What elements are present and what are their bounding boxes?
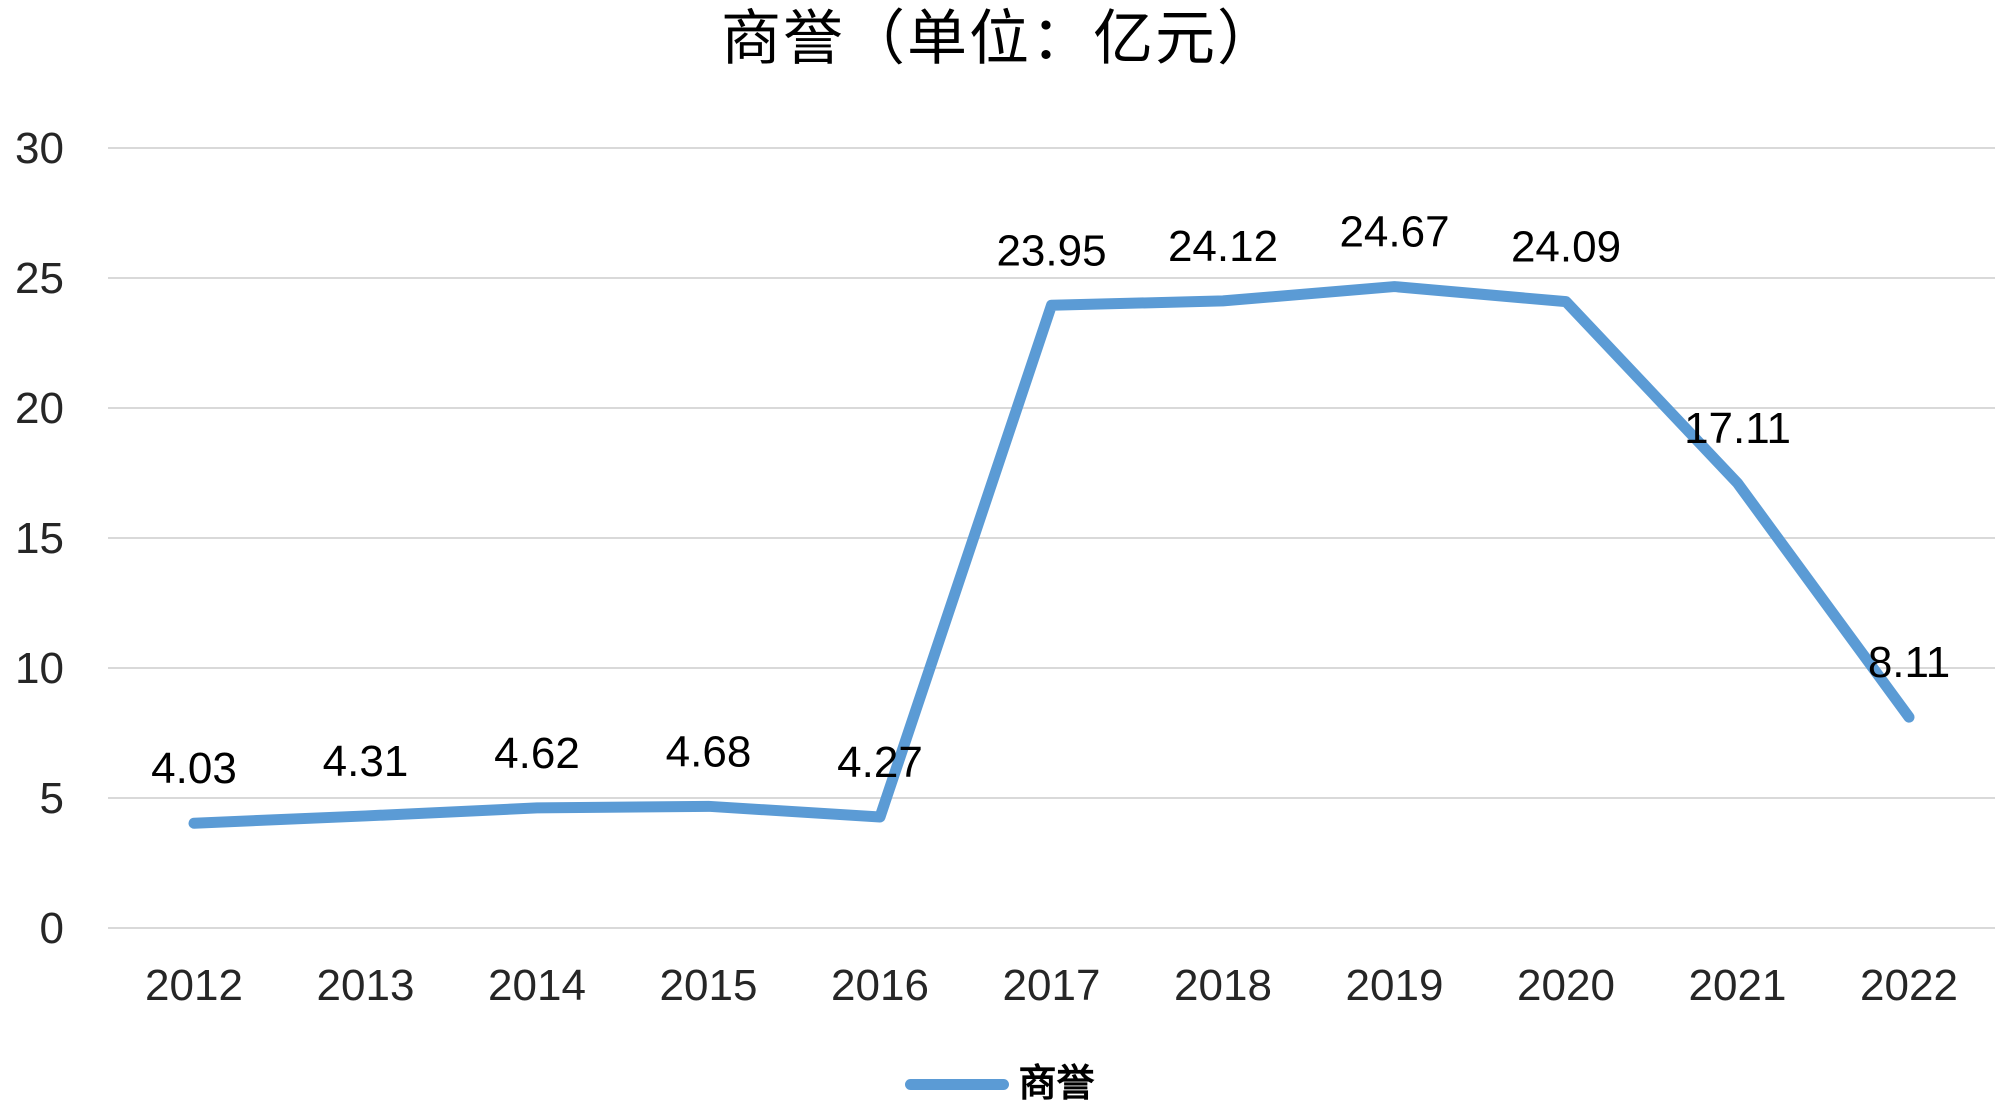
chart-title: 商誉（单位：亿元） — [721, 6, 1279, 72]
x-axis-tick-label: 2022 — [1860, 961, 1958, 1010]
x-axis-tick-label: 2019 — [1346, 961, 1444, 1010]
data-label: 24.67 — [1339, 208, 1449, 257]
x-axis-tick-label: 2016 — [831, 961, 929, 1010]
data-label: 24.09 — [1511, 223, 1621, 272]
y-axis-tick-label: 15 — [15, 514, 64, 563]
y-axis-tick-label: 20 — [15, 384, 64, 433]
x-axis-tick-label: 2013 — [317, 961, 415, 1010]
x-axis-tick-label: 2020 — [1517, 961, 1615, 1010]
x-axis-tick-label: 2015 — [660, 961, 758, 1010]
data-label: 4.03 — [151, 744, 237, 793]
x-axis-tick-label: 2014 — [488, 961, 586, 1010]
data-label: 4.62 — [494, 729, 580, 778]
y-axis-tick-label: 0 — [40, 904, 64, 953]
y-axis-tick-label: 5 — [40, 774, 64, 823]
legend: 商誉 — [0, 1062, 2000, 1106]
x-axis-tick-label: 2012 — [145, 961, 243, 1010]
x-axis-tick-label: 2021 — [1689, 961, 1787, 1010]
x-axis-tick-label: 2018 — [1174, 961, 1272, 1010]
data-label: 4.27 — [837, 738, 923, 787]
data-label: 8.11 — [1868, 638, 1950, 687]
legend-line-swatch — [905, 1078, 1010, 1090]
y-axis-tick-label: 30 — [15, 124, 64, 173]
data-label: 17.11 — [1684, 404, 1791, 453]
data-label: 4.68 — [666, 727, 752, 776]
series-line-goodwill — [188, 281, 1915, 829]
data-label: 4.31 — [323, 737, 409, 786]
x-axis-tick-label: 2017 — [1003, 961, 1101, 1010]
y-axis-tick-label: 10 — [15, 644, 64, 693]
data-label: 24.12 — [1168, 222, 1278, 271]
y-axis-tick-label: 25 — [15, 254, 64, 303]
data-label: 23.95 — [996, 226, 1106, 275]
legend-series-label: 商誉 — [1018, 1063, 1095, 1105]
